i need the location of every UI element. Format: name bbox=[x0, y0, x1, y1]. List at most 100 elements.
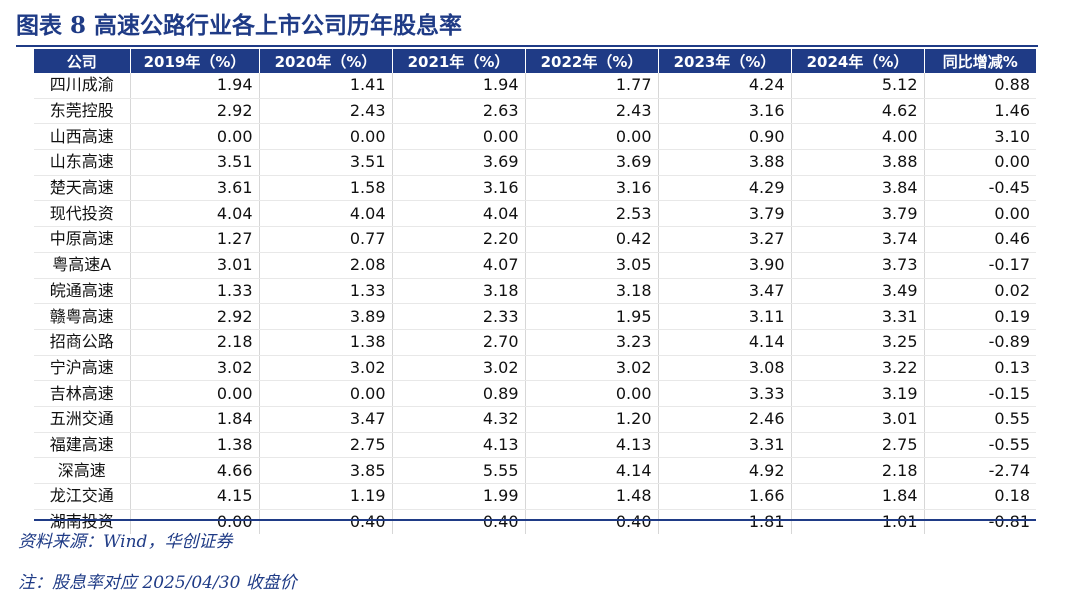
table-row: 深高速 4.66 3.85 5.55 4.14 4.92 2.18 -2.74 bbox=[34, 457, 1036, 484]
table-bottom-rule bbox=[34, 519, 1036, 521]
column-header: 2019年（%） bbox=[130, 49, 260, 73]
title-divider bbox=[16, 45, 1038, 47]
value-cell: 1.95 bbox=[525, 303, 659, 330]
value-cell: 4.13 bbox=[525, 432, 659, 459]
value-cell: 2.46 bbox=[658, 406, 792, 433]
value-cell: 3.16 bbox=[658, 98, 792, 125]
value-cell: 0.00 bbox=[525, 123, 659, 151]
value-cell: 1.33 bbox=[130, 278, 260, 305]
value-cell: 2.43 bbox=[259, 98, 393, 125]
value-cell: 0.13 bbox=[924, 355, 1036, 382]
table-row: 福建高速 1.38 2.75 4.13 4.13 3.31 2.75 -0.55 bbox=[34, 432, 1036, 459]
table-row: 山东高速 3.51 3.51 3.69 3.69 3.88 3.88 0.00 bbox=[34, 149, 1036, 176]
table-row: 中原高速 1.27 0.77 2.20 0.42 3.27 3.74 0.46 bbox=[34, 226, 1036, 253]
value-cell: 1.81 bbox=[658, 509, 792, 535]
company-name-cell: 东莞控股 bbox=[34, 98, 131, 125]
value-cell: 2.63 bbox=[392, 98, 526, 125]
value-cell: 3.90 bbox=[658, 252, 792, 279]
value-cell: 2.92 bbox=[130, 98, 260, 125]
value-cell: 0.00 bbox=[924, 200, 1036, 228]
table-row: 龙江交通 4.15 1.19 1.99 1.48 1.66 1.84 0.18 bbox=[34, 483, 1036, 510]
value-cell: 0.40 bbox=[525, 509, 659, 535]
value-cell: 4.04 bbox=[392, 200, 526, 228]
value-cell: 0.77 bbox=[259, 226, 393, 253]
value-cell: 2.75 bbox=[259, 432, 393, 459]
value-cell: 3.02 bbox=[130, 355, 260, 382]
value-cell: 4.24 bbox=[658, 73, 792, 99]
value-cell: 3.25 bbox=[791, 329, 925, 356]
value-cell: 3.73 bbox=[791, 252, 925, 279]
value-cell: 4.92 bbox=[658, 457, 792, 484]
value-cell: 0.02 bbox=[924, 278, 1036, 305]
value-cell: 0.40 bbox=[259, 509, 393, 535]
value-cell: 0.42 bbox=[525, 226, 659, 253]
figure-title: 图表 8 高速公路行业各上市公司历年股息率 bbox=[16, 12, 463, 39]
value-cell: 3.01 bbox=[130, 252, 260, 279]
value-cell: 2.33 bbox=[392, 303, 526, 330]
table-row: 山西高速 0.00 0.00 0.00 0.00 0.90 4.00 3.10 bbox=[34, 123, 1036, 151]
table-row: 现代投资 4.04 4.04 4.04 2.53 3.79 3.79 0.00 bbox=[34, 200, 1036, 228]
table-row: 四川成渝 1.94 1.41 1.94 1.77 4.24 5.12 0.88 bbox=[34, 73, 1036, 99]
value-cell: 3.51 bbox=[130, 149, 260, 176]
value-cell: 1.38 bbox=[130, 432, 260, 459]
company-name-cell: 湖南投资 bbox=[34, 509, 131, 535]
value-cell: 0.40 bbox=[392, 509, 526, 535]
value-cell: 3.84 bbox=[791, 175, 925, 202]
value-cell: 1.48 bbox=[525, 483, 659, 510]
column-header: 2020年（%） bbox=[259, 49, 393, 73]
value-cell: 1.27 bbox=[130, 226, 260, 253]
company-name-cell: 粤高速A bbox=[34, 252, 131, 279]
value-cell: 5.55 bbox=[392, 457, 526, 484]
value-cell: 0.00 bbox=[130, 380, 260, 407]
value-cell: 4.00 bbox=[791, 123, 925, 151]
value-cell: 1.84 bbox=[130, 406, 260, 433]
table-row: 皖通高速 1.33 1.33 3.18 3.18 3.47 3.49 0.02 bbox=[34, 278, 1036, 305]
value-cell: 0.00 bbox=[259, 123, 393, 151]
company-name-cell: 现代投资 bbox=[34, 200, 131, 228]
value-cell: 4.29 bbox=[658, 175, 792, 202]
value-cell: 3.31 bbox=[658, 432, 792, 459]
value-cell: 4.14 bbox=[658, 329, 792, 356]
column-header: 2024年（%） bbox=[791, 49, 925, 73]
value-cell: 1.94 bbox=[392, 73, 526, 99]
value-cell: 1.33 bbox=[259, 278, 393, 305]
company-name-cell: 四川成渝 bbox=[34, 73, 131, 99]
value-cell: 3.23 bbox=[525, 329, 659, 356]
value-cell: 0.00 bbox=[924, 149, 1036, 176]
value-cell: 3.02 bbox=[525, 355, 659, 382]
value-cell: 1.58 bbox=[259, 175, 393, 202]
value-cell: 0.55 bbox=[924, 406, 1036, 433]
table-row: 湖南投资 0.00 0.40 0.40 0.40 1.81 1.01 -0.81 bbox=[34, 509, 1036, 535]
value-cell: 3.51 bbox=[259, 149, 393, 176]
table-row: 楚天高速 3.61 1.58 3.16 3.16 4.29 3.84 -0.45 bbox=[34, 175, 1036, 202]
value-cell: 4.14 bbox=[525, 457, 659, 484]
company-name-cell: 中原高速 bbox=[34, 226, 131, 253]
company-name-cell: 赣粤高速 bbox=[34, 303, 131, 330]
value-cell: 1.66 bbox=[658, 483, 792, 510]
value-cell: 4.66 bbox=[130, 457, 260, 484]
value-cell: 3.49 bbox=[791, 278, 925, 305]
value-cell: 3.79 bbox=[791, 200, 925, 228]
value-cell: 3.18 bbox=[525, 278, 659, 305]
source-note: 资料来源：Wind，华创证券 bbox=[18, 532, 233, 552]
value-cell: 4.04 bbox=[259, 200, 393, 228]
value-cell: 0.00 bbox=[392, 123, 526, 151]
value-cell: 1.41 bbox=[259, 73, 393, 99]
company-name-cell: 楚天高速 bbox=[34, 175, 131, 202]
value-cell: 2.20 bbox=[392, 226, 526, 253]
value-cell: 3.22 bbox=[791, 355, 925, 382]
value-cell: 0.18 bbox=[924, 483, 1036, 510]
value-cell: 3.08 bbox=[658, 355, 792, 382]
value-cell: -0.45 bbox=[924, 175, 1036, 202]
company-name-cell: 五洲交通 bbox=[34, 406, 131, 433]
value-cell: 1.46 bbox=[924, 98, 1036, 125]
value-cell: 0.00 bbox=[130, 123, 260, 151]
value-cell: 3.31 bbox=[791, 303, 925, 330]
company-name-cell: 龙江交通 bbox=[34, 483, 131, 510]
value-cell: 4.07 bbox=[392, 252, 526, 279]
company-name-cell: 皖通高速 bbox=[34, 278, 131, 305]
value-cell: 3.88 bbox=[658, 149, 792, 176]
column-header: 同比增减% bbox=[924, 49, 1036, 73]
company-name-cell: 山西高速 bbox=[34, 123, 131, 151]
value-cell: 3.01 bbox=[791, 406, 925, 433]
